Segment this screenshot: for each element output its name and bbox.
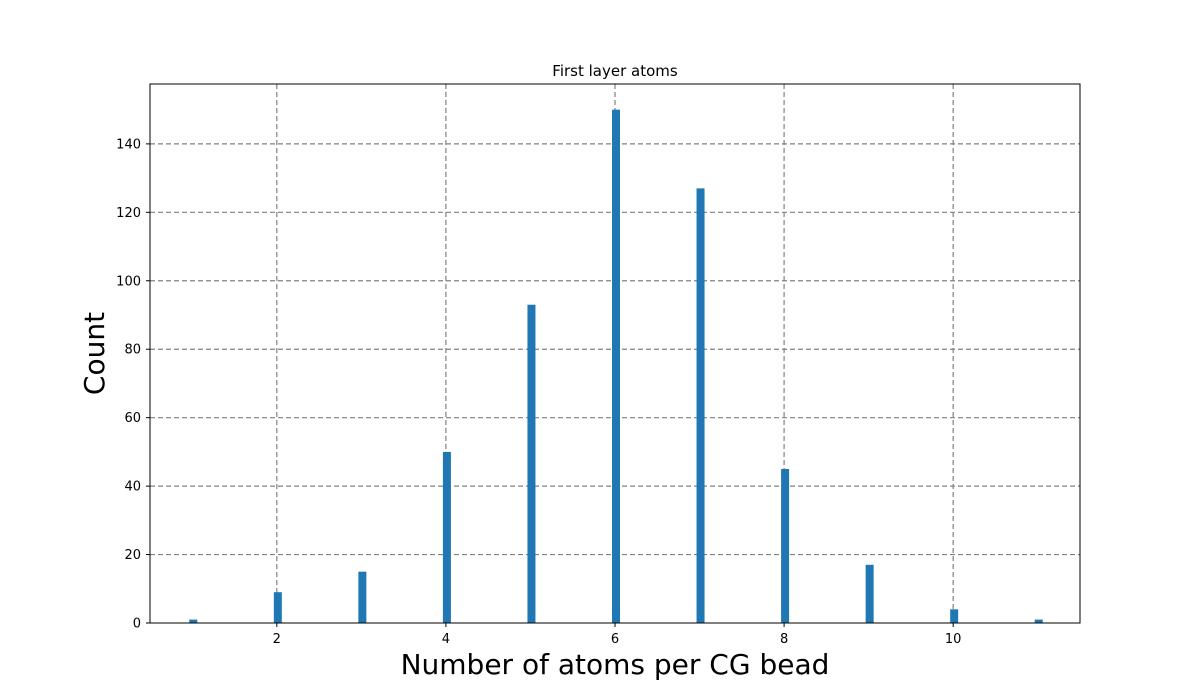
- x-axis-label: Number of atoms per CG bead: [401, 648, 830, 681]
- y-tick-label: 40: [124, 480, 141, 495]
- x-tick-label: 6: [611, 632, 619, 647]
- x-tick-label: 10: [945, 632, 962, 647]
- bar: [865, 564, 874, 623]
- bar: [527, 304, 536, 623]
- bar: [1034, 619, 1043, 623]
- bar: [442, 451, 451, 623]
- y-tick-label: 140: [116, 137, 141, 152]
- x-tick-label: 4: [442, 632, 450, 647]
- y-tick-label: 100: [116, 274, 141, 289]
- y-tick-label: 20: [124, 548, 141, 563]
- y-tick-label: 0: [133, 617, 141, 632]
- bar: [612, 109, 620, 623]
- chart-title: First layer atoms: [552, 62, 678, 80]
- bars: [189, 109, 1043, 623]
- bar: [273, 592, 282, 623]
- y-tick-label: 80: [124, 343, 141, 358]
- bar: [358, 571, 367, 623]
- bar: [696, 188, 705, 623]
- y-axis-label: Count: [78, 312, 111, 395]
- x-tick-label: 8: [780, 632, 788, 647]
- bar: [189, 619, 198, 623]
- y-tick-label: 120: [116, 206, 141, 221]
- bar: [781, 469, 790, 623]
- x-tick-label: 2: [273, 632, 281, 647]
- bar: [950, 609, 959, 623]
- y-tick-label: 60: [124, 411, 141, 426]
